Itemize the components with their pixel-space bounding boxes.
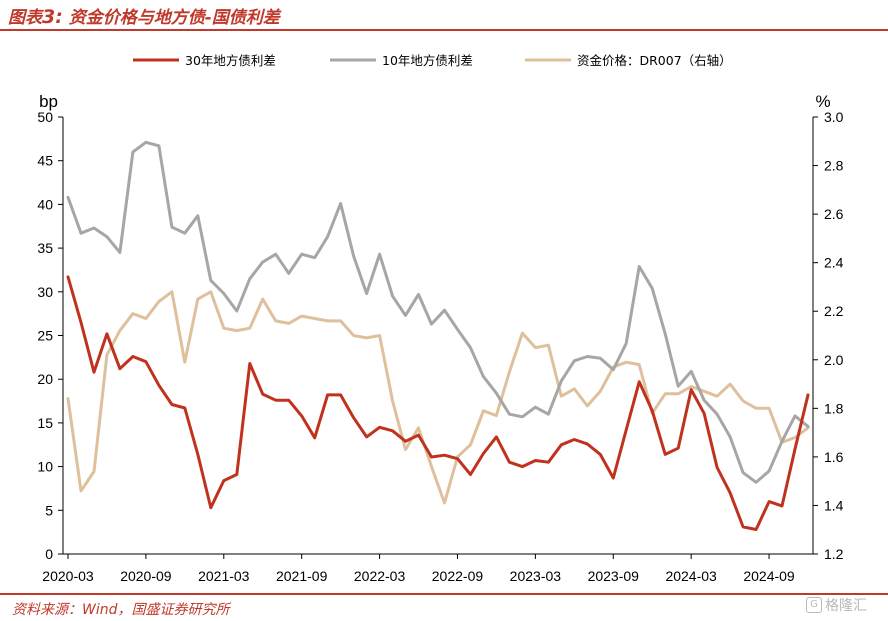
chart-lines (66, 140, 810, 531)
source-note: 资料来源：Wind，国盛证券研究所 (12, 602, 230, 618)
series-line-30y-spread (66, 275, 810, 531)
y-left-tick-label: 20 (37, 371, 53, 387)
x-tick-label: 2024-03 (665, 568, 717, 584)
y-right-tick-label: 2.6 (824, 206, 844, 222)
chart-axes: 0 5 10 15 20 25 30 35 40 45 50 1.2 1.4 1.6 1.8 2.0 2.2 2.… (37, 92, 843, 584)
y-right-unit-label: % (815, 92, 830, 111)
y-left-unit-label: bp (39, 92, 58, 111)
y-right-tick-label: 2.2 (824, 303, 844, 319)
x-tick-label: 2022-09 (432, 568, 484, 584)
y-right-tick-label: 2.0 (824, 352, 844, 368)
y-right-tick-label: 1.4 (824, 497, 844, 513)
series-line-10y-spread (66, 140, 810, 484)
x-tick-label: 2020-09 (120, 568, 172, 584)
y-right-tick-label: 3.0 (824, 109, 844, 125)
watermark-text: 格隆汇 (825, 598, 867, 614)
x-tick-label: 2021-09 (276, 568, 328, 584)
x-tick-label: 2020-03 (42, 568, 94, 584)
figure-title-number: 3: (42, 6, 63, 28)
y-left-tick-label: 30 (37, 284, 53, 300)
y-right-tick-label: 2.4 (824, 255, 844, 271)
legend-10y-label: 10年地方债利差 (382, 53, 473, 68)
y-right-tick-label: 1.8 (824, 400, 844, 416)
x-tick-label: 2023-03 (510, 568, 562, 584)
watermark: G 格隆汇 (806, 595, 867, 615)
y-left-tick-label: 45 (37, 153, 53, 169)
x-tick-label: 2024-09 (743, 568, 795, 584)
y-left-tick-label: 25 (37, 328, 53, 344)
y-left-tick-label: 40 (37, 196, 53, 212)
title-divider (0, 29, 888, 31)
y-left-tick-label: 15 (37, 415, 53, 431)
watermark-logo-icon: G (806, 597, 822, 613)
footer-divider (0, 593, 888, 595)
legend-dr007-label: 资金价格：DR007（右轴） (577, 53, 732, 68)
y-right-tick-label: 1.6 (824, 449, 844, 465)
figure-title-text: 资金价格与地方债-国债利差 (68, 8, 280, 28)
x-tick-label: 2022-03 (354, 568, 406, 584)
y-left-tick-label: 35 (37, 240, 53, 256)
legend-30y-label: 30年地方债利差 (185, 53, 276, 68)
series-line-dr007 (66, 290, 810, 505)
figure-title-prefix: 图表 (8, 8, 42, 28)
y-left-tick-label: 0 (45, 546, 53, 562)
x-tick-label: 2023-09 (588, 568, 640, 584)
y-left-tick-label: 5 (45, 502, 53, 518)
line-chart: 0 5 10 15 20 25 30 35 40 45 50 1.2 1.4 1.6 1.8 2.0 2.2 2.… (37, 53, 843, 584)
chart-legend: 30年地方债利差 10年地方债利差 资金价格：DR007（右轴） (133, 53, 732, 68)
x-tick-label: 2021-03 (198, 568, 250, 584)
y-left-tick-label: 50 (37, 109, 53, 125)
y-left-tick-label: 10 (37, 459, 53, 475)
y-right-tick-label: 1.2 (824, 546, 844, 562)
y-right-tick-label: 2.8 (824, 158, 844, 174)
figure-title: 图表3: 资金价格与地方债-国债利差 (8, 3, 280, 28)
